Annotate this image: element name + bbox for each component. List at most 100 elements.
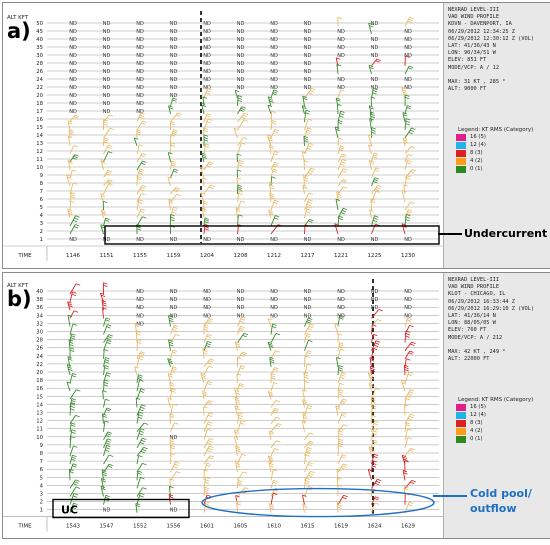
wind-barb <box>334 126 340 139</box>
wind-barb <box>103 119 108 131</box>
wind-barb <box>302 389 307 400</box>
legend-b: Legend: KT RMS (Category) 16 (5) 12 (4) 8 … <box>448 397 533 443</box>
wind-barb <box>371 87 378 99</box>
nd-marker: ND <box>304 53 312 59</box>
nd-marker: ND <box>237 45 245 51</box>
panel-b-klot-vad: ALT KFT 40 38 36 34 32 30 28 26 24 22 20 18 16 15 14 13 1… <box>2 272 550 539</box>
nd-marker: ND <box>136 21 144 27</box>
wind-barb <box>236 153 242 163</box>
nd-marker: ND <box>404 237 412 243</box>
wind-barb <box>368 22 374 35</box>
nd-marker: ND <box>203 297 211 303</box>
nd-marker: ND <box>170 29 178 35</box>
wind-barb <box>270 416 281 424</box>
wind-barb <box>203 324 209 335</box>
wind-barb <box>337 427 344 440</box>
wind-barb <box>136 112 145 123</box>
nd-marker: ND <box>270 69 278 75</box>
wind-barb <box>337 382 344 392</box>
wind-barb <box>370 396 376 408</box>
wind-barb <box>136 422 149 432</box>
alt-label: 15 <box>36 394 43 400</box>
wind-barb <box>136 388 145 400</box>
wind-barb <box>237 159 244 171</box>
wind-barb <box>268 430 274 440</box>
nd-marker: ND <box>203 61 211 67</box>
nd-marker: ND <box>170 313 178 319</box>
wind-barb <box>304 118 313 131</box>
wind-barb <box>69 372 77 384</box>
wind-barb <box>135 503 141 513</box>
header-line: NEXRAD LEVEL-III <box>448 7 500 13</box>
panel-a-kdvn-vad: ALT KFT 50 45 40 35 30 28 26 24 22 20 18 17 16 15 14 13 1… <box>2 2 550 269</box>
alt-label: 11 <box>36 427 43 433</box>
wind-barb <box>304 88 316 99</box>
wind-barb <box>170 168 179 179</box>
time-label: TIME <box>17 524 32 530</box>
wind-barb <box>136 411 144 424</box>
nd-marker: ND <box>404 297 412 303</box>
nd-marker: ND <box>69 77 77 83</box>
wind-barb <box>371 309 383 319</box>
wind-barb <box>400 379 407 392</box>
nd-marker: ND <box>404 77 412 83</box>
wind-barb <box>136 374 143 384</box>
header-line: ELEV: 851 FT <box>448 57 487 64</box>
wind-barb <box>270 199 279 211</box>
legend-label: 0 (1) <box>470 166 483 172</box>
nd-marker: ND <box>170 508 178 514</box>
wind-barb <box>335 405 341 416</box>
nd-marker: ND <box>337 53 345 59</box>
wind-barb <box>203 113 212 123</box>
wind-barb <box>304 339 313 351</box>
alt-label: 7 <box>40 459 43 465</box>
undercurrent-arrow <box>438 233 462 235</box>
wind-barb <box>270 399 281 408</box>
vad-plot-b: ALT KFT 40 38 36 34 32 30 28 26 24 22 20 18 16 15 14 13 1… <box>3 273 443 538</box>
wind-barb <box>268 460 274 473</box>
alt-label: 3 <box>40 492 43 498</box>
wind-barb <box>369 159 375 171</box>
nd-marker: ND <box>103 508 111 514</box>
wind-barb <box>234 405 240 416</box>
wind-barb <box>136 160 147 171</box>
wind-barb <box>103 398 110 408</box>
wind-barb <box>136 462 147 473</box>
wind-barb <box>404 175 411 187</box>
nd-marker: ND <box>69 85 77 91</box>
wind-barb <box>270 128 280 139</box>
wind-barb <box>236 500 242 513</box>
wind-barb <box>270 168 278 179</box>
time-tick: 1225 <box>368 253 382 259</box>
wind-barb <box>135 397 141 408</box>
wind-barb <box>136 379 144 392</box>
nd-marker: ND <box>170 37 178 43</box>
wind-barb <box>337 348 345 359</box>
vad-grid-a: ALT KFT504540353028262422201817161514131… <box>3 11 443 261</box>
time-tick: 1151 <box>100 253 114 259</box>
wind-barb <box>404 146 416 155</box>
alt-label: 11 <box>36 157 43 163</box>
nd-marker: ND <box>237 29 245 35</box>
time-tick: 1610 <box>267 524 281 530</box>
wind-barb <box>170 333 180 343</box>
wind-barb <box>237 112 249 123</box>
wind-barb <box>170 388 176 400</box>
wind-barb <box>100 209 107 219</box>
legend-swatch <box>456 141 466 149</box>
wind-barb <box>136 487 147 497</box>
wind-barb <box>103 127 115 139</box>
wind-barb <box>69 502 78 513</box>
wind-barb <box>237 119 248 131</box>
nd-marker: ND <box>69 53 77 59</box>
time-tick: 1605 <box>234 524 248 530</box>
legend-label: 16 (5) <box>470 404 486 410</box>
alt-label: 5 <box>40 205 43 211</box>
nd-marker: ND <box>304 45 312 51</box>
wind-barb <box>103 151 113 163</box>
wind-barb <box>234 341 241 351</box>
wind-barb <box>270 448 279 457</box>
nd-marker: ND <box>304 305 312 311</box>
wind-barb <box>404 324 414 335</box>
wind-barb <box>304 192 314 203</box>
